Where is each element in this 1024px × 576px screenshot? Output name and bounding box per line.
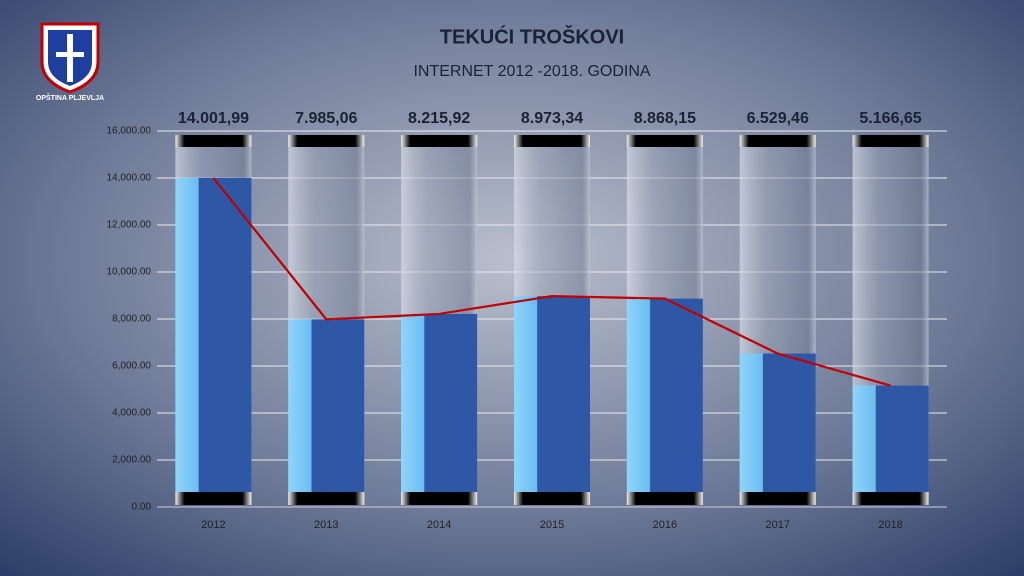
bar	[175, 177, 252, 493]
value-label: 8.868,15	[634, 110, 696, 127]
bar	[401, 313, 478, 493]
bar-cap-bottom	[626, 492, 703, 505]
bar-cap-top	[401, 135, 478, 147]
bar-cap-top	[739, 135, 816, 147]
logo: OPŠTINA PLJEVLJA	[36, 22, 104, 102]
value-label: 8.215,92	[408, 110, 470, 127]
bar-cap-top	[514, 135, 590, 147]
x-tick-label: 2018	[878, 519, 902, 531]
value-label: 8.973,34	[521, 110, 583, 127]
x-tick-label: 2015	[540, 519, 564, 531]
value-label: 6.529,46	[747, 110, 809, 127]
value-label: 5.166,65	[859, 110, 921, 127]
bar	[852, 385, 929, 493]
chart-title: TEKUĆI TROŠKOVI	[440, 24, 624, 48]
bar-cap-bottom	[175, 492, 252, 505]
logo-text: OPŠTINA PLJEVLJA	[36, 93, 104, 102]
bar-cap-bottom	[852, 492, 929, 505]
y-tick-label: 16,000.00	[107, 126, 152, 137]
bar	[514, 296, 590, 493]
y-tick-label: 12,000.00	[107, 220, 152, 231]
chart-subtitle: INTERNET 2012 -2018. GODINA	[413, 63, 650, 80]
bar-cap-bottom	[739, 492, 816, 505]
bar	[288, 319, 365, 493]
x-tick-label: 2016	[653, 519, 677, 531]
bar-cap-bottom	[288, 492, 365, 505]
x-tick-label: 2013	[314, 519, 338, 531]
value-label: 7.985,06	[295, 110, 357, 127]
trend-line	[212, 177, 891, 387]
x-tick-label: 2014	[427, 519, 451, 531]
y-tick-label: 4,000.00	[112, 408, 151, 419]
bar-cap-top	[626, 135, 703, 147]
bar-cap-top	[852, 135, 929, 147]
y-tick-label: 8,000.00	[112, 314, 151, 325]
y-tick-label: 6,000.00	[112, 361, 151, 372]
bar-cap-bottom	[401, 492, 478, 505]
x-tick-label: 2017	[765, 519, 789, 531]
y-tick-label: 10,000.00	[107, 267, 152, 278]
y-tick-label: 2,000.00	[112, 455, 151, 466]
bar-cap-top	[288, 135, 365, 147]
bar-cap-top	[175, 135, 252, 147]
y-tick-label: 0.00	[132, 502, 152, 513]
bar-cap-bottom	[514, 492, 590, 505]
bar	[739, 353, 816, 493]
value-label: 14.001,99	[178, 110, 249, 127]
bar	[626, 298, 703, 493]
x-tick-label: 2012	[201, 519, 225, 531]
y-tick-label: 14,000.00	[107, 173, 152, 184]
